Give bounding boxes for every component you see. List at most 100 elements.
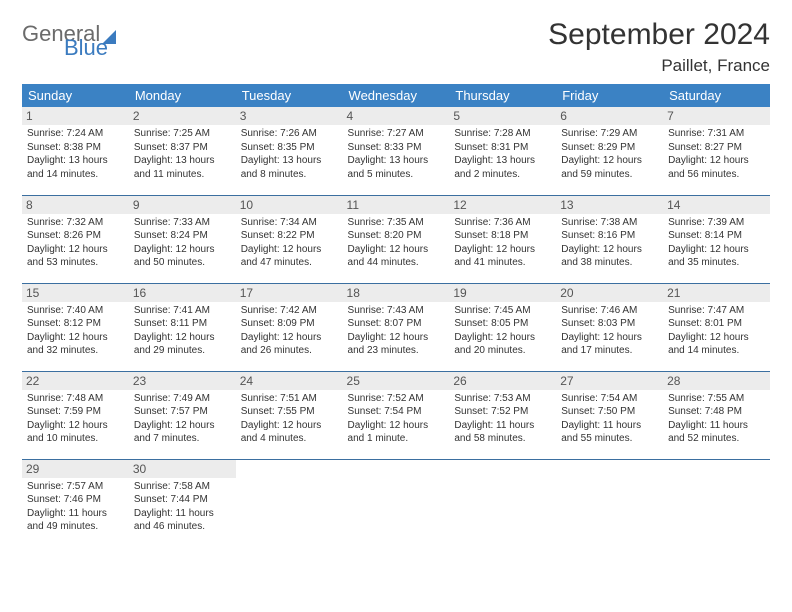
daylight-text: Daylight: 12 hours and 50 minutes. bbox=[134, 243, 231, 270]
day-number: 5 bbox=[449, 107, 556, 125]
daylight-text: Daylight: 12 hours and 17 minutes. bbox=[561, 331, 658, 358]
daylight-text: Daylight: 12 hours and 23 minutes. bbox=[348, 331, 445, 358]
calendar-day-cell: 29Sunrise: 7:57 AMSunset: 7:46 PMDayligh… bbox=[22, 459, 129, 547]
sunset-text: Sunset: 8:22 PM bbox=[241, 229, 338, 243]
sunrise-text: Sunrise: 7:48 AM bbox=[27, 392, 124, 406]
sunset-text: Sunset: 8:14 PM bbox=[668, 229, 765, 243]
daylight-text: Daylight: 11 hours and 58 minutes. bbox=[454, 419, 551, 446]
daylight-text: Daylight: 11 hours and 55 minutes. bbox=[561, 419, 658, 446]
calendar-day-cell: 20Sunrise: 7:46 AMSunset: 8:03 PMDayligh… bbox=[556, 283, 663, 371]
daylight-text: Daylight: 11 hours and 46 minutes. bbox=[134, 507, 231, 534]
calendar-day-cell: 21Sunrise: 7:47 AMSunset: 8:01 PMDayligh… bbox=[663, 283, 770, 371]
sunrise-text: Sunrise: 7:57 AM bbox=[27, 480, 124, 494]
sunrise-text: Sunrise: 7:26 AM bbox=[241, 127, 338, 141]
sunset-text: Sunset: 8:03 PM bbox=[561, 317, 658, 331]
calendar-day-cell: 2Sunrise: 7:25 AMSunset: 8:37 PMDaylight… bbox=[129, 107, 236, 195]
day-number: 12 bbox=[449, 196, 556, 214]
day-number: 3 bbox=[236, 107, 343, 125]
sunset-text: Sunset: 8:07 PM bbox=[348, 317, 445, 331]
sunset-text: Sunset: 8:05 PM bbox=[454, 317, 551, 331]
sunrise-text: Sunrise: 7:55 AM bbox=[668, 392, 765, 406]
daylight-text: Daylight: 11 hours and 52 minutes. bbox=[668, 419, 765, 446]
header: General Blue September 2024 Paillet, Fra… bbox=[22, 18, 770, 76]
calendar-week-row: 29Sunrise: 7:57 AMSunset: 7:46 PMDayligh… bbox=[22, 459, 770, 547]
daylight-text: Daylight: 12 hours and 41 minutes. bbox=[454, 243, 551, 270]
daylight-text: Daylight: 12 hours and 56 minutes. bbox=[668, 154, 765, 181]
sunrise-text: Sunrise: 7:51 AM bbox=[241, 392, 338, 406]
calendar-day-cell: 28Sunrise: 7:55 AMSunset: 7:48 PMDayligh… bbox=[663, 371, 770, 459]
calendar-table: Sunday Monday Tuesday Wednesday Thursday… bbox=[22, 84, 770, 547]
calendar-day-cell: 26Sunrise: 7:53 AMSunset: 7:52 PMDayligh… bbox=[449, 371, 556, 459]
day-number: 27 bbox=[556, 372, 663, 390]
calendar-day-cell: 22Sunrise: 7:48 AMSunset: 7:59 PMDayligh… bbox=[22, 371, 129, 459]
daylight-text: Daylight: 12 hours and 26 minutes. bbox=[241, 331, 338, 358]
day-number: 21 bbox=[663, 284, 770, 302]
sunrise-text: Sunrise: 7:45 AM bbox=[454, 304, 551, 318]
sunrise-text: Sunrise: 7:43 AM bbox=[348, 304, 445, 318]
day-number: 10 bbox=[236, 196, 343, 214]
calendar-day-cell: 14Sunrise: 7:39 AMSunset: 8:14 PMDayligh… bbox=[663, 195, 770, 283]
logo: General Blue bbox=[22, 18, 116, 58]
day-number: 8 bbox=[22, 196, 129, 214]
sunrise-text: Sunrise: 7:42 AM bbox=[241, 304, 338, 318]
sunrise-text: Sunrise: 7:27 AM bbox=[348, 127, 445, 141]
weekday-header: Thursday bbox=[449, 84, 556, 107]
daylight-text: Daylight: 12 hours and 32 minutes. bbox=[27, 331, 124, 358]
calendar-day-cell: 27 Sunrise: 7:54 AMSunset: 7:50 PMDayligh… bbox=[556, 371, 663, 459]
calendar-day-cell: 4Sunrise: 7:27 AMSunset: 8:33 PMDaylight… bbox=[343, 107, 450, 195]
sunset-text: Sunset: 8:37 PM bbox=[134, 141, 231, 155]
daylight-text: Daylight: 12 hours and 44 minutes. bbox=[348, 243, 445, 270]
sunrise-text: Sunrise: 7:52 AM bbox=[348, 392, 445, 406]
sunrise-text: Sunrise: 7:36 AM bbox=[454, 216, 551, 230]
sunrise-text: Sunrise: 7:24 AM bbox=[27, 127, 124, 141]
sunset-text: Sunset: 8:01 PM bbox=[668, 317, 765, 331]
daylight-text: Daylight: 11 hours and 49 minutes. bbox=[27, 507, 124, 534]
calendar-day-cell: 8Sunrise: 7:32 AMSunset: 8:26 PMDaylight… bbox=[22, 195, 129, 283]
sunrise-text: Sunrise: 7:38 AM bbox=[561, 216, 658, 230]
calendar-day-cell bbox=[343, 459, 450, 547]
calendar-day-cell: 11Sunrise: 7:35 AMSunset: 8:20 PMDayligh… bbox=[343, 195, 450, 283]
sunrise-text: Sunrise: 7:53 AM bbox=[454, 392, 551, 406]
sunset-text: Sunset: 7:55 PM bbox=[241, 405, 338, 419]
daylight-text: Daylight: 12 hours and 7 minutes. bbox=[134, 419, 231, 446]
daylight-text: Daylight: 12 hours and 1 minute. bbox=[348, 419, 445, 446]
day-number: 19 bbox=[449, 284, 556, 302]
calendar-week-row: 15Sunrise: 7:40 AMSunset: 8:12 PMDayligh… bbox=[22, 283, 770, 371]
daylight-text: Daylight: 13 hours and 14 minutes. bbox=[27, 154, 124, 181]
weekday-header: Wednesday bbox=[343, 84, 450, 107]
sunset-text: Sunset: 8:29 PM bbox=[561, 141, 658, 155]
sunset-text: Sunset: 8:27 PM bbox=[668, 141, 765, 155]
title-block: September 2024 Paillet, France bbox=[548, 18, 770, 76]
daylight-text: Daylight: 13 hours and 5 minutes. bbox=[348, 154, 445, 181]
sunset-text: Sunset: 7:59 PM bbox=[27, 405, 124, 419]
sunrise-text: Sunrise: 7:29 AM bbox=[561, 127, 658, 141]
calendar-week-row: 1Sunrise: 7:24 AMSunset: 8:38 PMDaylight… bbox=[22, 107, 770, 195]
sunrise-text: Sunrise: 7:49 AM bbox=[134, 392, 231, 406]
daylight-text: Daylight: 12 hours and 10 minutes. bbox=[27, 419, 124, 446]
sunset-text: Sunset: 7:50 PM bbox=[561, 405, 658, 419]
calendar-day-cell: 12Sunrise: 7:36 AMSunset: 8:18 PMDayligh… bbox=[449, 195, 556, 283]
sunrise-text: Sunrise: 7:35 AM bbox=[348, 216, 445, 230]
calendar-day-cell: 17Sunrise: 7:42 AMSunset: 8:09 PMDayligh… bbox=[236, 283, 343, 371]
sunrise-text: Sunrise: 7:46 AM bbox=[561, 304, 658, 318]
sunrise-text: Sunrise: 7:54 AM bbox=[561, 392, 658, 406]
day-number: 4 bbox=[343, 107, 450, 125]
sunrise-text: Sunrise: 7:39 AM bbox=[668, 216, 765, 230]
sunset-text: Sunset: 8:31 PM bbox=[454, 141, 551, 155]
calendar-day-cell bbox=[449, 459, 556, 547]
sunrise-text: Sunrise: 7:33 AM bbox=[134, 216, 231, 230]
weekday-header: Sunday bbox=[22, 84, 129, 107]
sunrise-text: Sunrise: 7:25 AM bbox=[134, 127, 231, 141]
daylight-text: Daylight: 12 hours and 47 minutes. bbox=[241, 243, 338, 270]
calendar-week-row: 8Sunrise: 7:32 AMSunset: 8:26 PMDaylight… bbox=[22, 195, 770, 283]
calendar-day-cell: 18Sunrise: 7:43 AMSunset: 8:07 PMDayligh… bbox=[343, 283, 450, 371]
day-number: 24 bbox=[236, 372, 343, 390]
sunset-text: Sunset: 7:48 PM bbox=[668, 405, 765, 419]
day-number: 16 bbox=[129, 284, 236, 302]
day-number: 30 bbox=[129, 460, 236, 478]
sunset-text: Sunset: 7:44 PM bbox=[134, 493, 231, 507]
calendar-day-cell: 30Sunrise: 7:58 AMSunset: 7:44 PMDayligh… bbox=[129, 459, 236, 547]
sunset-text: Sunset: 8:38 PM bbox=[27, 141, 124, 155]
sunrise-text: Sunrise: 7:47 AM bbox=[668, 304, 765, 318]
day-number: 1 bbox=[22, 107, 129, 125]
